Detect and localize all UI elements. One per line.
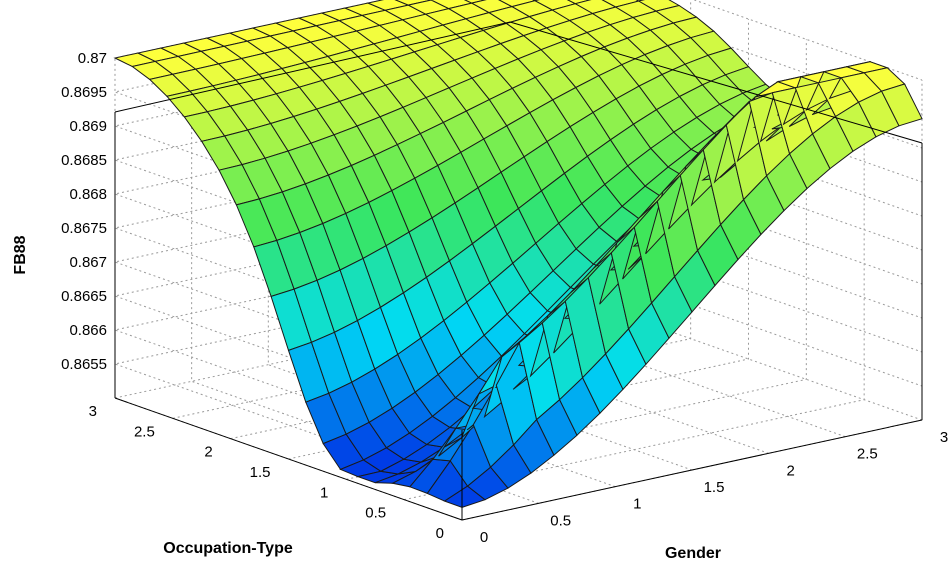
y-tick-label: 3 <box>89 403 97 420</box>
z-tick-label: 0.8665 <box>61 288 107 305</box>
axis-edge-gender <box>461 419 923 521</box>
y-tick-label: 0.5 <box>365 505 386 522</box>
y-tick-label: 0 <box>436 525 444 542</box>
surface-mesh <box>113 0 923 508</box>
surface-patch <box>880 83 923 127</box>
z-tick-label: 0.867 <box>69 254 107 271</box>
z-tick-label: 0.8685 <box>61 152 107 169</box>
axes-box <box>114 21 923 521</box>
y-tick-label: 2.5 <box>134 423 155 440</box>
grid-line-occupation <box>404 59 865 501</box>
z-axis-title: FB88 <box>12 235 29 274</box>
x-tick-label: 1 <box>633 496 641 513</box>
z-tick-label: 0.869 <box>69 118 107 135</box>
y-tick-label: 2 <box>204 444 212 461</box>
axis-edge-back-right <box>509 21 923 144</box>
z-tick-label: 0.8695 <box>61 84 107 101</box>
x-axis-title: Gender <box>665 545 721 562</box>
z-tick-label: 0.8675 <box>61 220 107 237</box>
tick-labels: 0.8655 0.866 0.8665 0.867 0.8675 0.868 0.8685 0… <box>61 50 948 546</box>
y-tick-label: 1 <box>320 484 328 501</box>
z-tick-label: 0.87 <box>78 50 107 67</box>
x-tick-label: 0 <box>480 529 488 546</box>
y-tick-label: 1.5 <box>250 464 271 481</box>
axis-edge-occupation <box>114 397 463 521</box>
x-tick-label: 2 <box>786 462 794 479</box>
z-tick-label: 0.868 <box>69 186 107 203</box>
x-tick-label: 0.5 <box>550 512 571 529</box>
x-tick-label: 3 <box>940 429 948 446</box>
z-tick-label: 0.8655 <box>61 356 107 373</box>
axis-edge-back-left <box>114 21 511 113</box>
z-tick-label: 0.866 <box>69 322 107 339</box>
x-tick-label: 2.5 <box>857 446 878 463</box>
y-axis-title: Occupation-Type <box>163 540 293 557</box>
x-tick-label: 1.5 <box>704 479 725 496</box>
